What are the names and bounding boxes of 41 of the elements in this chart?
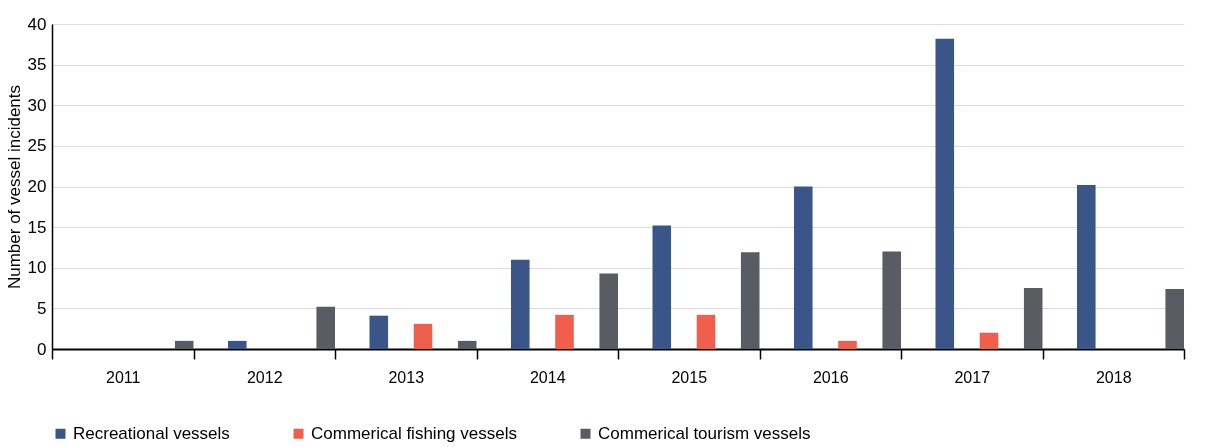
bar: [740, 252, 760, 349]
y-tick-label: 10: [27, 258, 47, 278]
x-tick-label: 2018: [1095, 368, 1132, 386]
x-tick-label: 2011: [106, 368, 141, 386]
bar: [882, 251, 901, 349]
legend-label: Commerical tourism vessels: [598, 423, 811, 443]
bar: [652, 225, 672, 349]
y-tick-label: 20: [27, 177, 47, 196]
y-axis-title: Number of vessel incidents: [4, 84, 24, 290]
x-tick-label: 2016: [812, 368, 849, 386]
bar: [979, 332, 999, 349]
bar: [838, 340, 857, 349]
x-tick-label: 2013: [388, 368, 425, 386]
x-tick-label: 2015: [671, 368, 708, 386]
y-tick-label: 25: [27, 136, 47, 156]
y-tick-label: 0: [37, 339, 47, 359]
bar: [1165, 288, 1184, 349]
bar: [227, 340, 247, 349]
bar: [793, 186, 813, 349]
bar: [1023, 288, 1043, 349]
bar: [1076, 184, 1096, 349]
y-tick-label: 40: [27, 14, 47, 34]
bar: [174, 340, 194, 349]
y-tick-label: 5: [37, 298, 47, 318]
bar: [599, 273, 618, 349]
x-tick-label: 2012: [246, 368, 283, 386]
y-tick-label: 35: [27, 55, 47, 75]
bar: [696, 314, 716, 349]
bar: [369, 315, 389, 349]
bar: [555, 314, 574, 349]
y-tick-label: 30: [27, 95, 47, 115]
legend-label: Recreational vessels: [73, 423, 230, 443]
x-tick-label: 2014: [529, 368, 566, 386]
legend-label: Commerical fishing vessels: [311, 423, 517, 443]
bar: [510, 259, 530, 349]
y-tick-label: 15: [27, 217, 47, 237]
bar: [413, 323, 433, 349]
bar: [935, 38, 955, 349]
bar: [457, 340, 477, 349]
bar: [316, 306, 335, 349]
x-tick-label: 2017: [954, 368, 991, 386]
